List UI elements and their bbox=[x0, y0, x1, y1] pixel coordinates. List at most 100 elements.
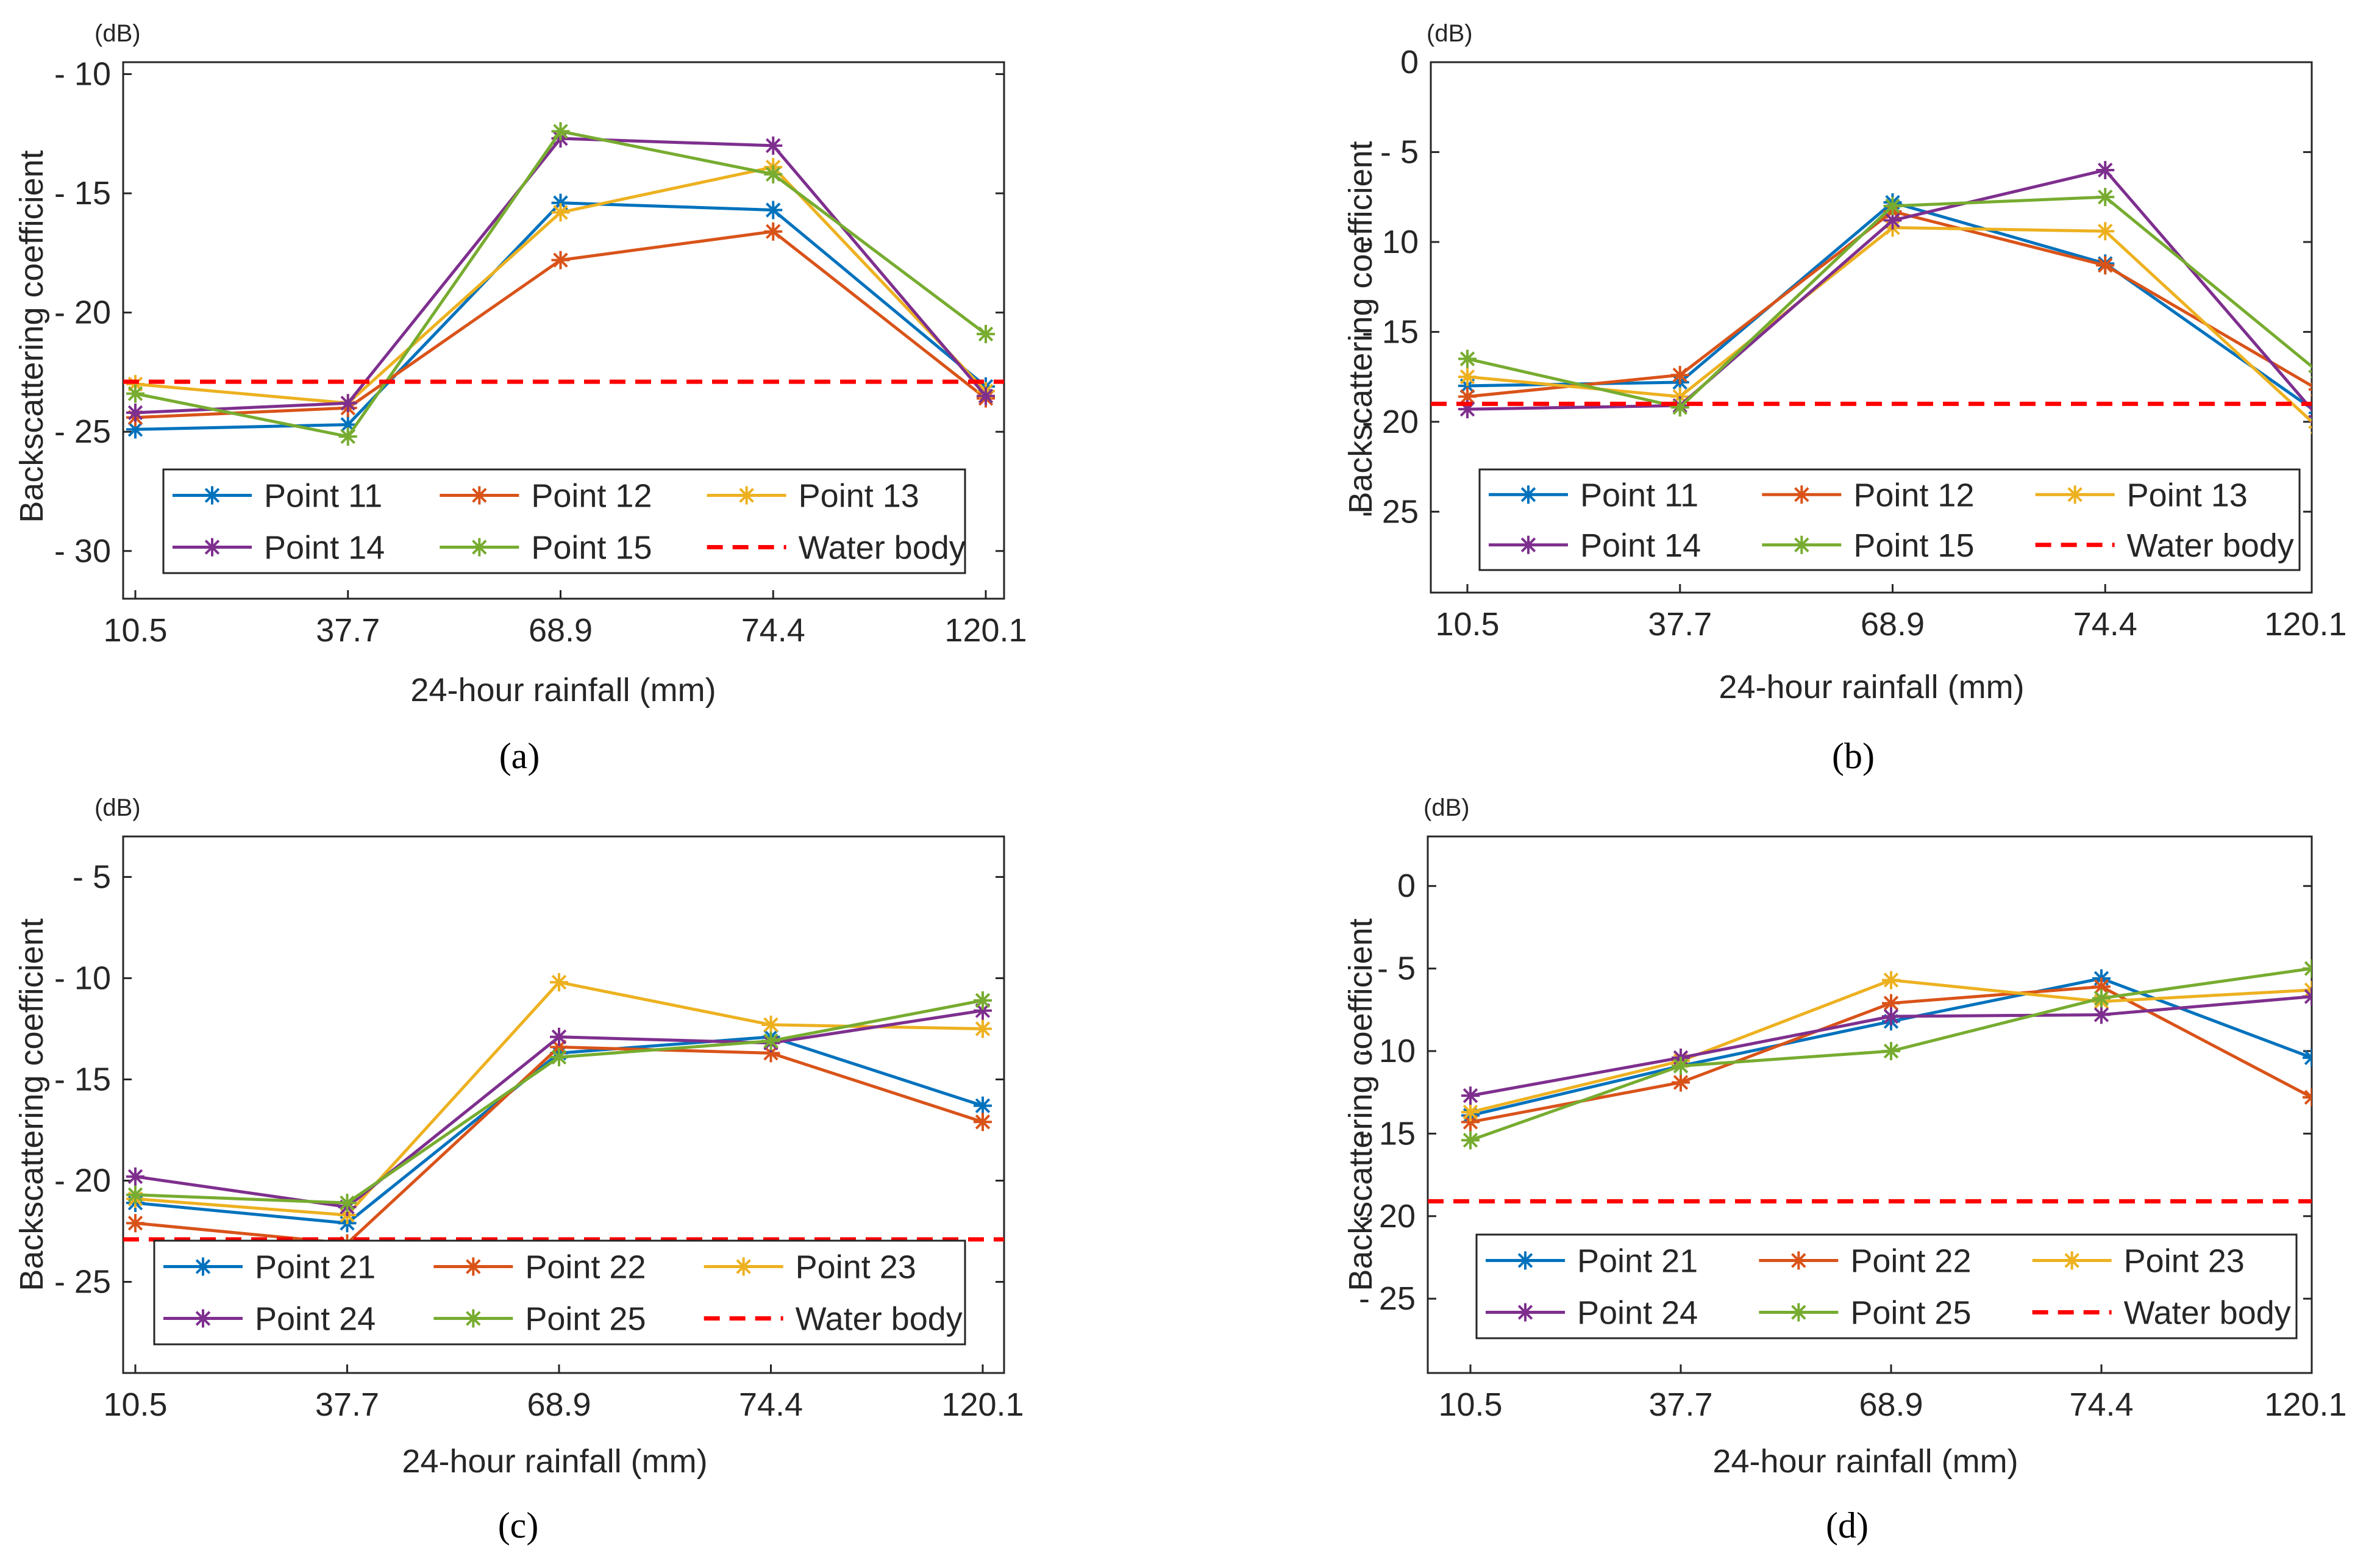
x-tick-label: 68.9 bbox=[1859, 1386, 1923, 1423]
y-tick-label: - 10 bbox=[1362, 224, 1419, 260]
y-axis-label-b: Backscattering coefficient bbox=[1342, 141, 1379, 513]
legend: Point 21 Point 22 Point 23 Point 24 Point 25… bbox=[1475, 1233, 2298, 1339]
panel-c: (dB) Backscattering coefficient 24-hour … bbox=[13, 794, 1024, 1546]
panel-label-b: (b) bbox=[1832, 736, 1875, 776]
legend-marker bbox=[1789, 1303, 1808, 1322]
data-point-point-15 bbox=[338, 427, 357, 446]
panel-label-a: (a) bbox=[499, 736, 540, 776]
legend-label: Point 12 bbox=[531, 478, 652, 515]
y-tick-label: - 25 bbox=[1359, 1280, 1416, 1317]
legend-marker bbox=[737, 486, 756, 505]
marks-a: - 10 - 15 - 20 - 25 - 30 10.5 37.7 68.9 74.4 120.… bbox=[54, 56, 1027, 649]
data-point-point-24 bbox=[1882, 1007, 1900, 1026]
y-tick-label: - 15 bbox=[1362, 313, 1419, 350]
data-point-point-11 bbox=[338, 415, 357, 434]
marks-d: 0 - 5 - 10 - 15 - 20 - 25 10.5 37.7 68.9 74.4 120.… bbox=[1359, 868, 2347, 1423]
x-tick-label: 120.1 bbox=[2264, 1386, 2346, 1423]
data-point-point-22 bbox=[974, 1113, 992, 1132]
y-tick-label: - 15 bbox=[1359, 1115, 1416, 1152]
y-tick-label: - 20 bbox=[54, 1163, 111, 1199]
legend-label: Point 12 bbox=[1853, 477, 1974, 513]
y-tick-label: - 10 bbox=[1359, 1033, 1416, 1069]
data-point-point-15 bbox=[1458, 349, 1477, 368]
data-point-point-23 bbox=[550, 973, 568, 992]
y-tick-label: - 20 bbox=[54, 294, 111, 331]
legend-item-point-24: Point 24 bbox=[163, 1301, 376, 1338]
x-tick-label: 68.9 bbox=[1861, 606, 1925, 643]
data-point-point-21 bbox=[974, 1096, 992, 1115]
legend-marker bbox=[1792, 485, 1811, 504]
data-point-point-22 bbox=[761, 1044, 780, 1063]
unit-label-a: (dB) bbox=[94, 20, 141, 47]
x-tick-label: 37.7 bbox=[316, 612, 380, 649]
legend-item-point-21: Point 21 bbox=[163, 1249, 376, 1286]
x-tick-label: 37.7 bbox=[1648, 1386, 1712, 1423]
data-point-point-14 bbox=[126, 403, 144, 422]
data-point-point-14 bbox=[338, 394, 357, 413]
x-tick-label: 74.4 bbox=[2073, 606, 2137, 643]
x-axis-label-c: 24-hour rainfall (mm) bbox=[402, 1443, 707, 1480]
data-point-point-23 bbox=[974, 1019, 992, 1038]
legend: Point 21 Point 22 Point 23 Point 24 Point 25… bbox=[153, 1239, 966, 1346]
data-point-point-12 bbox=[1458, 387, 1477, 406]
data-point-point-12 bbox=[551, 251, 570, 269]
panel-b: (dB) Backscattering coefficient 24-hour … bbox=[1342, 20, 2347, 776]
data-point-point-25 bbox=[761, 1032, 780, 1050]
data-point-point-25 bbox=[1882, 1042, 1900, 1060]
data-point-point-15 bbox=[2096, 188, 2115, 207]
legend-item-point-25: Point 25 bbox=[1759, 1295, 1971, 1332]
y-tick-label: - 20 bbox=[1359, 1198, 1416, 1235]
legend-item-water-body: Water body bbox=[704, 1301, 963, 1338]
legend-marker bbox=[194, 1309, 212, 1328]
data-point-point-24 bbox=[550, 1027, 568, 1046]
x-tick-label: 120.1 bbox=[941, 1386, 1024, 1423]
legend-label: Point 11 bbox=[1580, 477, 1698, 513]
legend-label: Point 25 bbox=[1850, 1295, 1971, 1332]
data-point-point-22 bbox=[1672, 1073, 1690, 1092]
legend-label: Point 22 bbox=[525, 1249, 646, 1286]
data-point-point-15 bbox=[126, 384, 144, 403]
legend-marker bbox=[470, 538, 489, 557]
data-point-point-11 bbox=[551, 193, 570, 212]
legend-label: Point 23 bbox=[2124, 1243, 2245, 1280]
data-point-point-13 bbox=[1458, 368, 1477, 387]
legend-item-point-11: Point 11 bbox=[173, 478, 382, 515]
data-point-point-13 bbox=[126, 375, 144, 393]
x-tick-label: 74.4 bbox=[741, 612, 805, 649]
legend-marker bbox=[203, 486, 221, 505]
data-point-point-25 bbox=[1461, 1131, 1480, 1150]
legend-label: Point 13 bbox=[2127, 477, 2248, 513]
data-point-point-15 bbox=[551, 122, 570, 141]
x-axis-label-d: 24-hour rainfall (mm) bbox=[1712, 1443, 2018, 1480]
legend: Point 11 Point 12 Point 13 Point 14 Point 15… bbox=[162, 468, 966, 574]
legend-label: Water body bbox=[799, 530, 966, 566]
panel-a: (dB) Backscattering coefficient 24-hour … bbox=[13, 20, 1027, 776]
marks-b: 0 - 5 - 10 - 15 - 20 - 25 10.5 37.7 68.9 74.4 120.… bbox=[1362, 44, 2347, 643]
y-tick-label: - 15 bbox=[54, 1061, 111, 1097]
x-tick-label: 74.4 bbox=[739, 1386, 803, 1423]
data-point-point-22 bbox=[1882, 994, 1900, 1013]
data-point-point-15 bbox=[977, 324, 995, 343]
data-point-point-15 bbox=[1670, 398, 1689, 417]
legend-label: Water body bbox=[2127, 527, 2294, 564]
legend-item-point-24: Point 24 bbox=[1486, 1295, 1698, 1332]
legend-item-point-15: Point 15 bbox=[440, 530, 652, 566]
data-point-point-25 bbox=[550, 1047, 568, 1066]
legend-item-point-13: Point 13 bbox=[2035, 477, 2248, 513]
marks-c: - 5 - 10 - 15 - 20 - 25 10.5 37.7 68.9 74.4 120.1… bbox=[54, 858, 1024, 1423]
legend-label: Water body bbox=[2124, 1295, 2291, 1332]
legend-marker bbox=[1519, 485, 1537, 504]
y-tick-label: - 25 bbox=[54, 413, 111, 450]
data-point-point-22 bbox=[2092, 977, 2111, 996]
unit-label-d: (dB) bbox=[1423, 794, 1470, 821]
legend-box bbox=[153, 1239, 966, 1346]
legend-item-point-14: Point 14 bbox=[1489, 527, 1701, 564]
y-axis-label-a: Backscattering coefficient bbox=[13, 150, 50, 522]
legend-marker bbox=[1516, 1303, 1534, 1322]
legend-marker bbox=[464, 1257, 483, 1276]
legend-marker bbox=[1789, 1251, 1808, 1270]
unit-label-b: (dB) bbox=[1427, 20, 1473, 47]
data-point-point-24 bbox=[126, 1167, 144, 1186]
legend-box bbox=[1475, 1233, 2298, 1339]
